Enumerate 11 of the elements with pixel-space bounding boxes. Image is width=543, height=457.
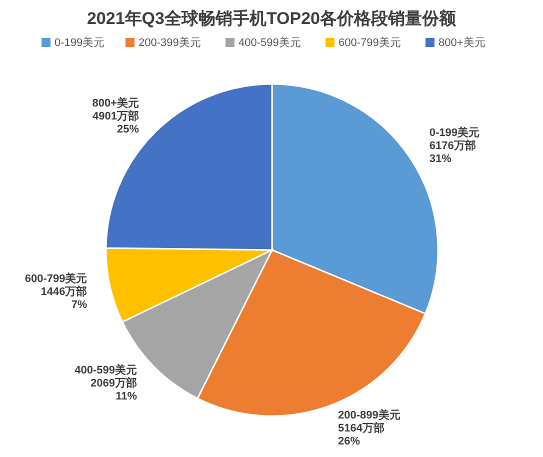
chart-title: 2021年Q3全球畅销手机TOP20各价格段销量份额 (86, 9, 458, 28)
legend-label: 200-399美元 (138, 36, 201, 49)
data-label: 800+美元 4901万部 25% (92, 96, 140, 136)
legend-label: 0-199美元 (54, 36, 105, 49)
legend-label: 600-799美元 (338, 36, 401, 49)
legend-label: 400-599美元 (238, 36, 301, 49)
data-label: 0-199美元 6176万部 31% (429, 126, 480, 165)
data-label: 600-799美元 1446万部 7% (24, 272, 88, 311)
data-label: 200-899美元 5164万部 26% (338, 408, 400, 448)
legend-label: 800+美元 (438, 36, 486, 49)
data-label: 400-599美元 2069万部 11% (74, 364, 138, 403)
